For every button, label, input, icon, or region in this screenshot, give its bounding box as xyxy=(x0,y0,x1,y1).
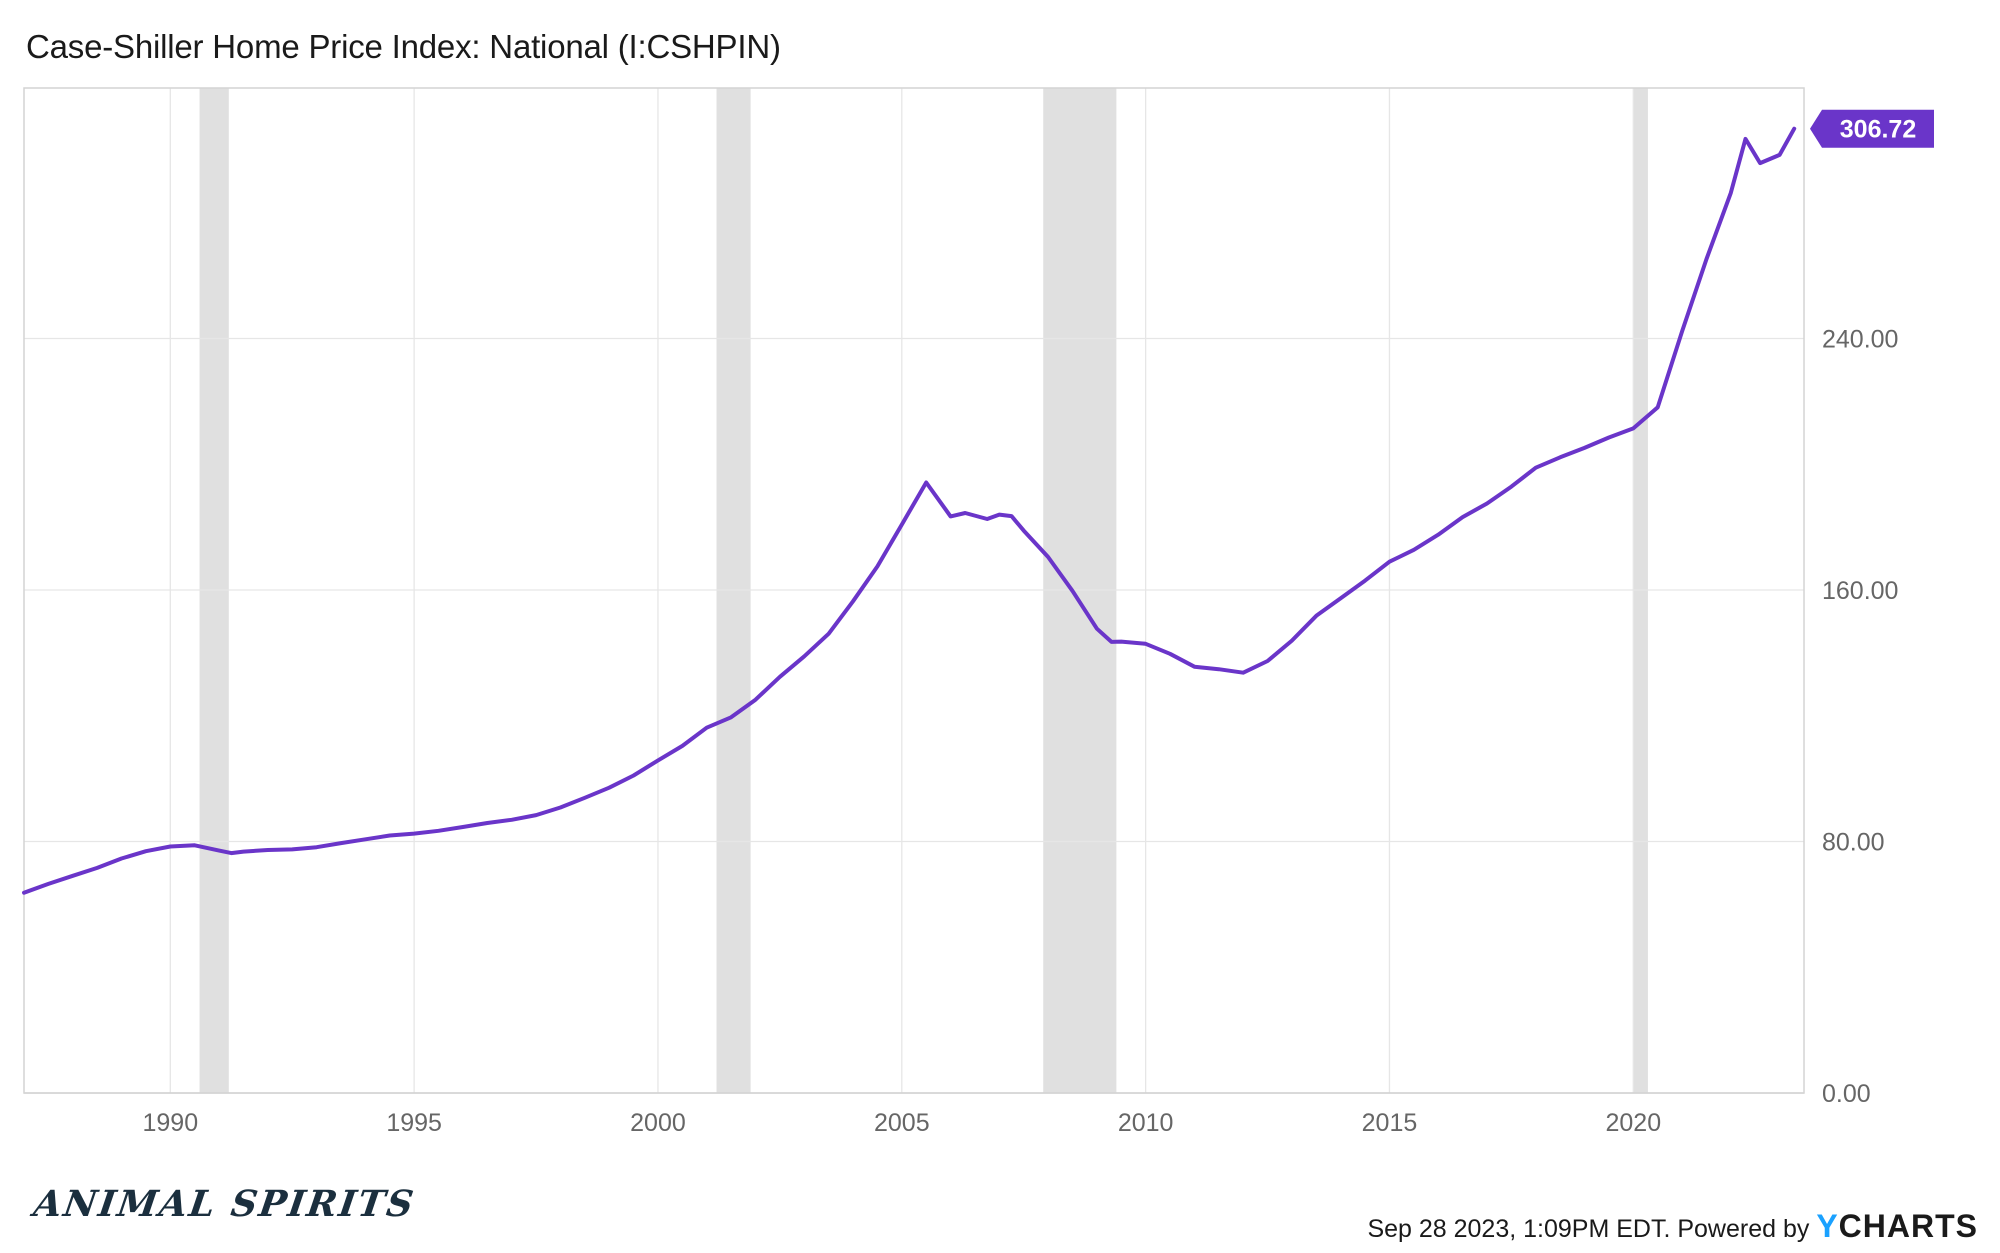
x-tick-label: 2000 xyxy=(630,1109,686,1137)
ycharts-logo-y: Y xyxy=(1816,1208,1839,1244)
plot-frame xyxy=(23,87,1805,1094)
x-tick-label: 1995 xyxy=(386,1109,442,1137)
last-value-badge-shape xyxy=(1810,109,1934,148)
x-axis-labels: 1990 1995 2000 2005 2010 2015 2020 xyxy=(142,1109,1661,1137)
y-tick-label: 80.00 xyxy=(1822,829,1885,857)
last-value-label: 306.72 xyxy=(1840,116,1916,144)
ycharts-logo-text: CHARTS xyxy=(1838,1208,1978,1244)
y-axis-labels: 0.00 80.00 160.00 240.00 xyxy=(1822,326,1898,1109)
y-tick-label: 0.00 xyxy=(1822,1080,1871,1108)
y-tick-label: 160.00 xyxy=(1822,577,1898,605)
series-line-0 xyxy=(22,126,1797,895)
x-tick-label: 2005 xyxy=(874,1109,930,1137)
ycharts-logo[interactable]: YCHARTS xyxy=(1816,1208,1978,1244)
chart-title: Case-Shiller Home Price Index: National … xyxy=(26,28,781,65)
last-value-badge: 306.72 xyxy=(1810,109,1934,148)
x-tick-label: 2015 xyxy=(1362,1109,1418,1137)
gridlines xyxy=(24,88,1804,1094)
animal-spirits-logo: ANIMAL SPIRITS xyxy=(31,1183,418,1225)
x-tick-label: 1990 xyxy=(142,1109,198,1137)
footer-credit: Sep 28 2023, 1:09PM EDT. Powered by YCHA… xyxy=(1367,1208,1978,1245)
x-tick-label: 2010 xyxy=(1118,1109,1174,1137)
x-tick-label: 2020 xyxy=(1606,1109,1662,1137)
timestamp-credit: Sep 28 2023, 1:09PM EDT. Powered by xyxy=(1367,1215,1817,1243)
series-layer xyxy=(22,126,1797,895)
y-tick-label: 240.00 xyxy=(1822,326,1898,354)
